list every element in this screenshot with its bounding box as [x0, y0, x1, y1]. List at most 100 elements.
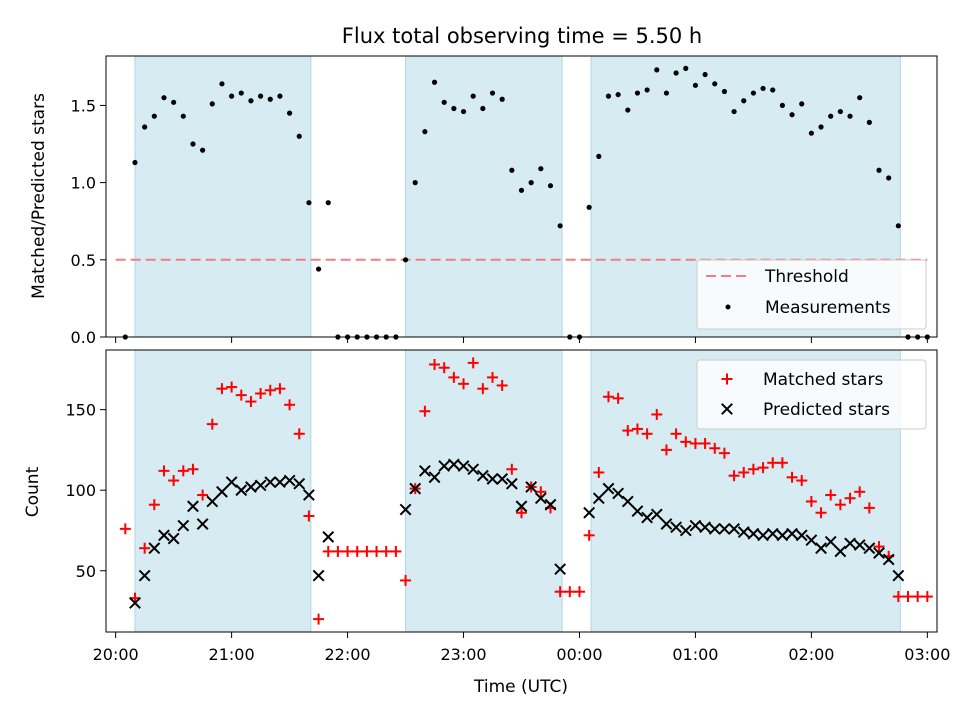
cross-stroke-b — [699, 521, 712, 534]
cross-stroke-b — [496, 473, 509, 485]
matched-point — [757, 462, 769, 474]
matched-point — [699, 437, 711, 449]
cross-stroke-b — [728, 522, 740, 535]
matched-point — [873, 541, 885, 553]
predicted-point — [196, 518, 209, 530]
predicted-point — [409, 482, 422, 495]
measurement-point — [451, 105, 457, 112]
matched-point — [593, 466, 605, 478]
measurement-point — [557, 223, 563, 229]
predicted-point — [815, 542, 827, 555]
measurement-point — [161, 95, 167, 101]
measurement-point — [151, 113, 157, 119]
matched-point — [747, 463, 759, 475]
measurement-point — [895, 223, 901, 229]
matched-point — [351, 545, 363, 557]
cross-stroke-b — [844, 537, 856, 550]
top-y-tick-label: 1.0 — [71, 174, 96, 193]
matched-point — [390, 545, 402, 557]
predicted-point — [496, 473, 509, 485]
measurement-point — [248, 98, 254, 104]
cross-stroke-b — [187, 500, 199, 513]
matched-point — [863, 502, 875, 514]
legend-predicted-marker — [721, 403, 733, 415]
legend-matched-label: Matched stars — [763, 370, 883, 390]
cross-stroke-b — [853, 539, 866, 551]
predicted-point — [283, 474, 296, 487]
matched-point — [361, 545, 373, 557]
measurement-point — [219, 81, 225, 87]
matched-point — [564, 586, 576, 598]
matched-point — [602, 391, 614, 403]
predicted-point — [602, 482, 615, 495]
matched-point — [689, 437, 701, 449]
measurement-point — [673, 70, 679, 76]
predicted-point — [457, 460, 470, 472]
cross-stroke-b — [554, 563, 567, 576]
measurement-point — [258, 93, 264, 99]
cross-stroke-b — [747, 527, 760, 540]
measurement-point — [837, 108, 843, 115]
x-tick-label: 01:00 — [672, 645, 718, 664]
top-legend-box — [696, 259, 927, 330]
measurements-series — [122, 65, 930, 340]
matched-point — [139, 542, 151, 554]
measurement-point — [306, 200, 312, 206]
bottom-legend: Matched stars Predicted stars — [696, 359, 927, 430]
cross-stroke-b — [525, 481, 538, 493]
measurement-point — [190, 141, 196, 147]
bottom-y-tick-label: 100 — [65, 481, 96, 500]
predicted-point — [554, 563, 567, 576]
cross-stroke-b — [612, 487, 625, 500]
matched-point — [921, 591, 933, 603]
cross-stroke-b — [283, 474, 296, 487]
measurement-point — [847, 113, 853, 119]
matched-point — [293, 428, 305, 440]
predicted-point — [187, 500, 199, 513]
measurement-point — [499, 96, 505, 102]
matched-point — [844, 492, 856, 504]
matched-point — [245, 396, 257, 408]
matched-point — [776, 457, 788, 469]
x-tick-label: 00:00 — [556, 645, 602, 664]
cross-stroke-b — [815, 542, 827, 555]
matched-point — [660, 444, 672, 456]
predicted-point — [853, 539, 866, 551]
top-y-axis-label: Matched/Predicted stars — [29, 93, 49, 299]
cross-stroke-b — [476, 469, 489, 482]
predicted-series — [129, 458, 905, 609]
cross-stroke-b — [505, 477, 518, 490]
top-y-tick-label: 0.0 — [71, 328, 96, 347]
matched-point — [825, 489, 837, 501]
matched-point — [786, 471, 798, 483]
predicted-point — [824, 535, 837, 548]
legend-measurements-swatch — [725, 304, 731, 310]
x-tick-label: 03:00 — [904, 645, 950, 664]
cross-stroke-b — [602, 482, 615, 495]
cross-stroke-b — [834, 545, 847, 558]
predicted-point — [158, 529, 170, 542]
matched-point — [322, 545, 334, 557]
bottom-y-axis: 50 100 150 — [65, 401, 106, 581]
measurement-point — [828, 113, 834, 119]
measurement-point — [760, 85, 766, 92]
top-legend: Threshold Measurements — [696, 259, 927, 330]
measurement-point — [731, 108, 737, 115]
predicted-point — [303, 489, 315, 501]
matched-point — [651, 408, 663, 420]
matched-point — [371, 545, 383, 557]
predicted-point — [525, 481, 538, 493]
matched-point — [854, 486, 866, 498]
predicted-point — [650, 508, 663, 521]
cross-stroke-b — [660, 518, 673, 530]
predicted-point — [699, 521, 712, 534]
matched-point — [148, 499, 160, 511]
predicted-point — [873, 547, 885, 559]
cross-stroke-b — [805, 534, 818, 547]
top-y-tick-label: 1.5 — [71, 96, 96, 115]
predicted-point — [544, 498, 557, 511]
matched-point — [805, 495, 817, 507]
matched-point — [274, 383, 286, 395]
predicted-point — [834, 545, 847, 558]
measurement-point — [644, 87, 650, 93]
